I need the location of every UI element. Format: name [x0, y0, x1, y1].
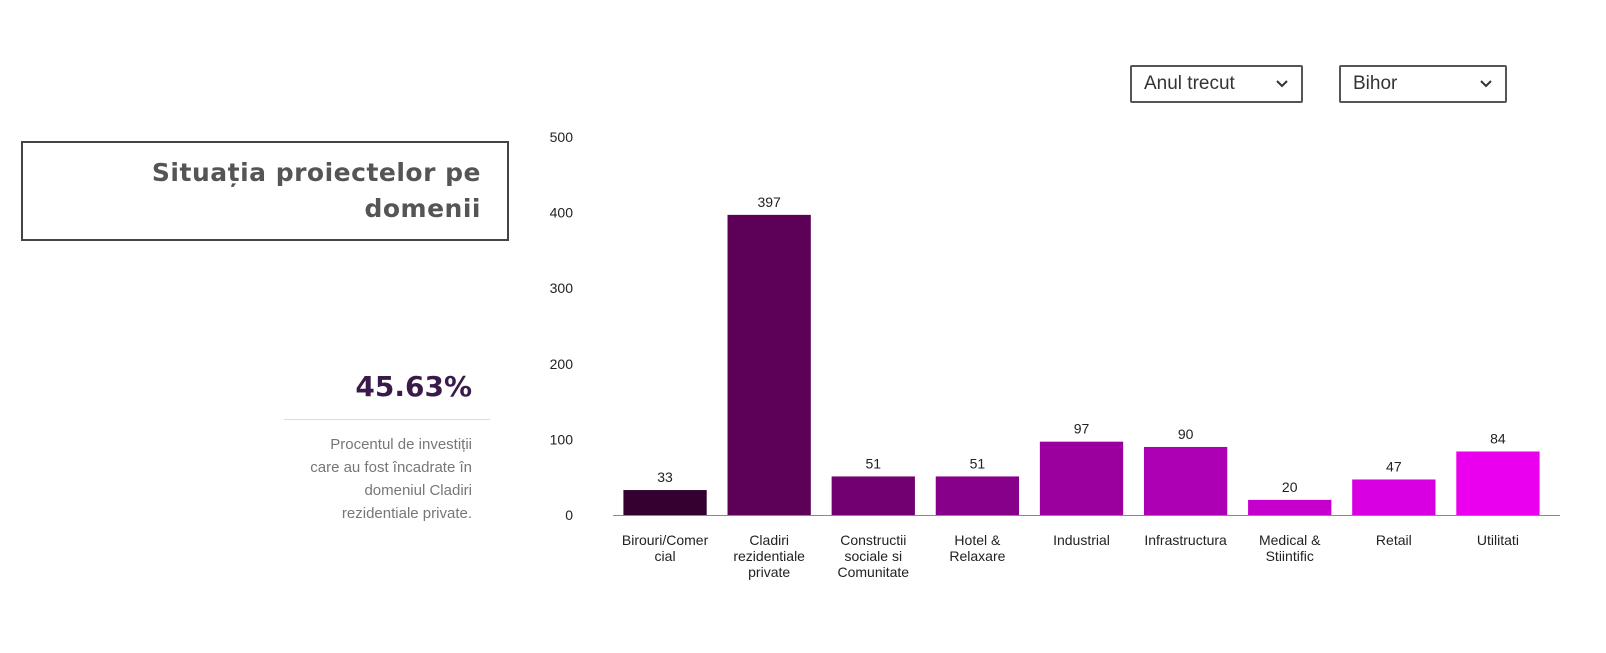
chevron-down-icon — [1275, 77, 1289, 91]
x-tick-label: Stiintific — [1266, 548, 1314, 564]
x-tick-label: sociale si — [844, 548, 902, 564]
y-tick-label: 400 — [550, 205, 574, 221]
period-select[interactable]: Anul trecut — [1130, 65, 1303, 103]
x-tick-label: Medical & — [1259, 532, 1321, 548]
data-label: 90 — [1178, 426, 1194, 442]
title-box: Situația proiectelor pe domenii — [21, 141, 509, 241]
x-tick-label: Cladiri — [749, 532, 789, 548]
x-tick-label: private — [748, 564, 790, 580]
x-tick-label: Constructii — [840, 532, 906, 548]
data-label: 20 — [1282, 479, 1298, 495]
stat-divider — [284, 419, 490, 420]
y-tick-label: 500 — [550, 129, 574, 145]
x-tick-label: Birouri/Comer — [622, 532, 709, 548]
stat-value: 45.63% — [355, 370, 472, 403]
y-tick-label: 200 — [550, 356, 574, 372]
x-tick-label: Relaxare — [949, 548, 1005, 564]
data-label: 397 — [757, 194, 781, 210]
x-tick-label: cial — [655, 548, 676, 564]
period-select-value: Anul trecut — [1144, 73, 1235, 94]
y-tick-label: 0 — [565, 507, 573, 523]
x-tick-label: Comunitate — [837, 564, 909, 580]
x-tick-label: Retail — [1376, 532, 1412, 548]
x-tick-label: Infrastructura — [1144, 532, 1227, 548]
bar — [1352, 479, 1436, 515]
bar — [1248, 499, 1332, 515]
data-label: 47 — [1386, 458, 1402, 474]
y-tick-label: 100 — [550, 431, 574, 447]
x-tick-label: Utilitati — [1477, 532, 1519, 548]
data-label: 97 — [1074, 421, 1090, 437]
region-select-value: Bihor — [1353, 73, 1398, 94]
y-tick-label: 300 — [550, 280, 574, 296]
data-label: 84 — [1490, 430, 1506, 446]
bar — [727, 214, 811, 516]
region-select[interactable]: Bihor — [1339, 65, 1507, 103]
bar — [1039, 441, 1124, 515]
bar — [1456, 451, 1540, 515]
data-label: 33 — [657, 469, 673, 485]
bar — [623, 490, 707, 515]
x-tick-label: Industrial — [1053, 532, 1110, 548]
x-tick-label: Hotel & — [954, 532, 1001, 548]
bar — [831, 476, 915, 515]
data-label: 51 — [970, 455, 986, 471]
x-tick-label: rezidentiale — [733, 548, 805, 564]
bar — [935, 476, 1020, 515]
chevron-down-icon — [1479, 77, 1493, 91]
bar — [1143, 446, 1228, 515]
data-label: 51 — [865, 455, 881, 471]
stat-description: Procentul de investiții care au fost înc… — [310, 436, 472, 522]
page-title: Situația proiectelor pe domenii — [151, 158, 481, 223]
